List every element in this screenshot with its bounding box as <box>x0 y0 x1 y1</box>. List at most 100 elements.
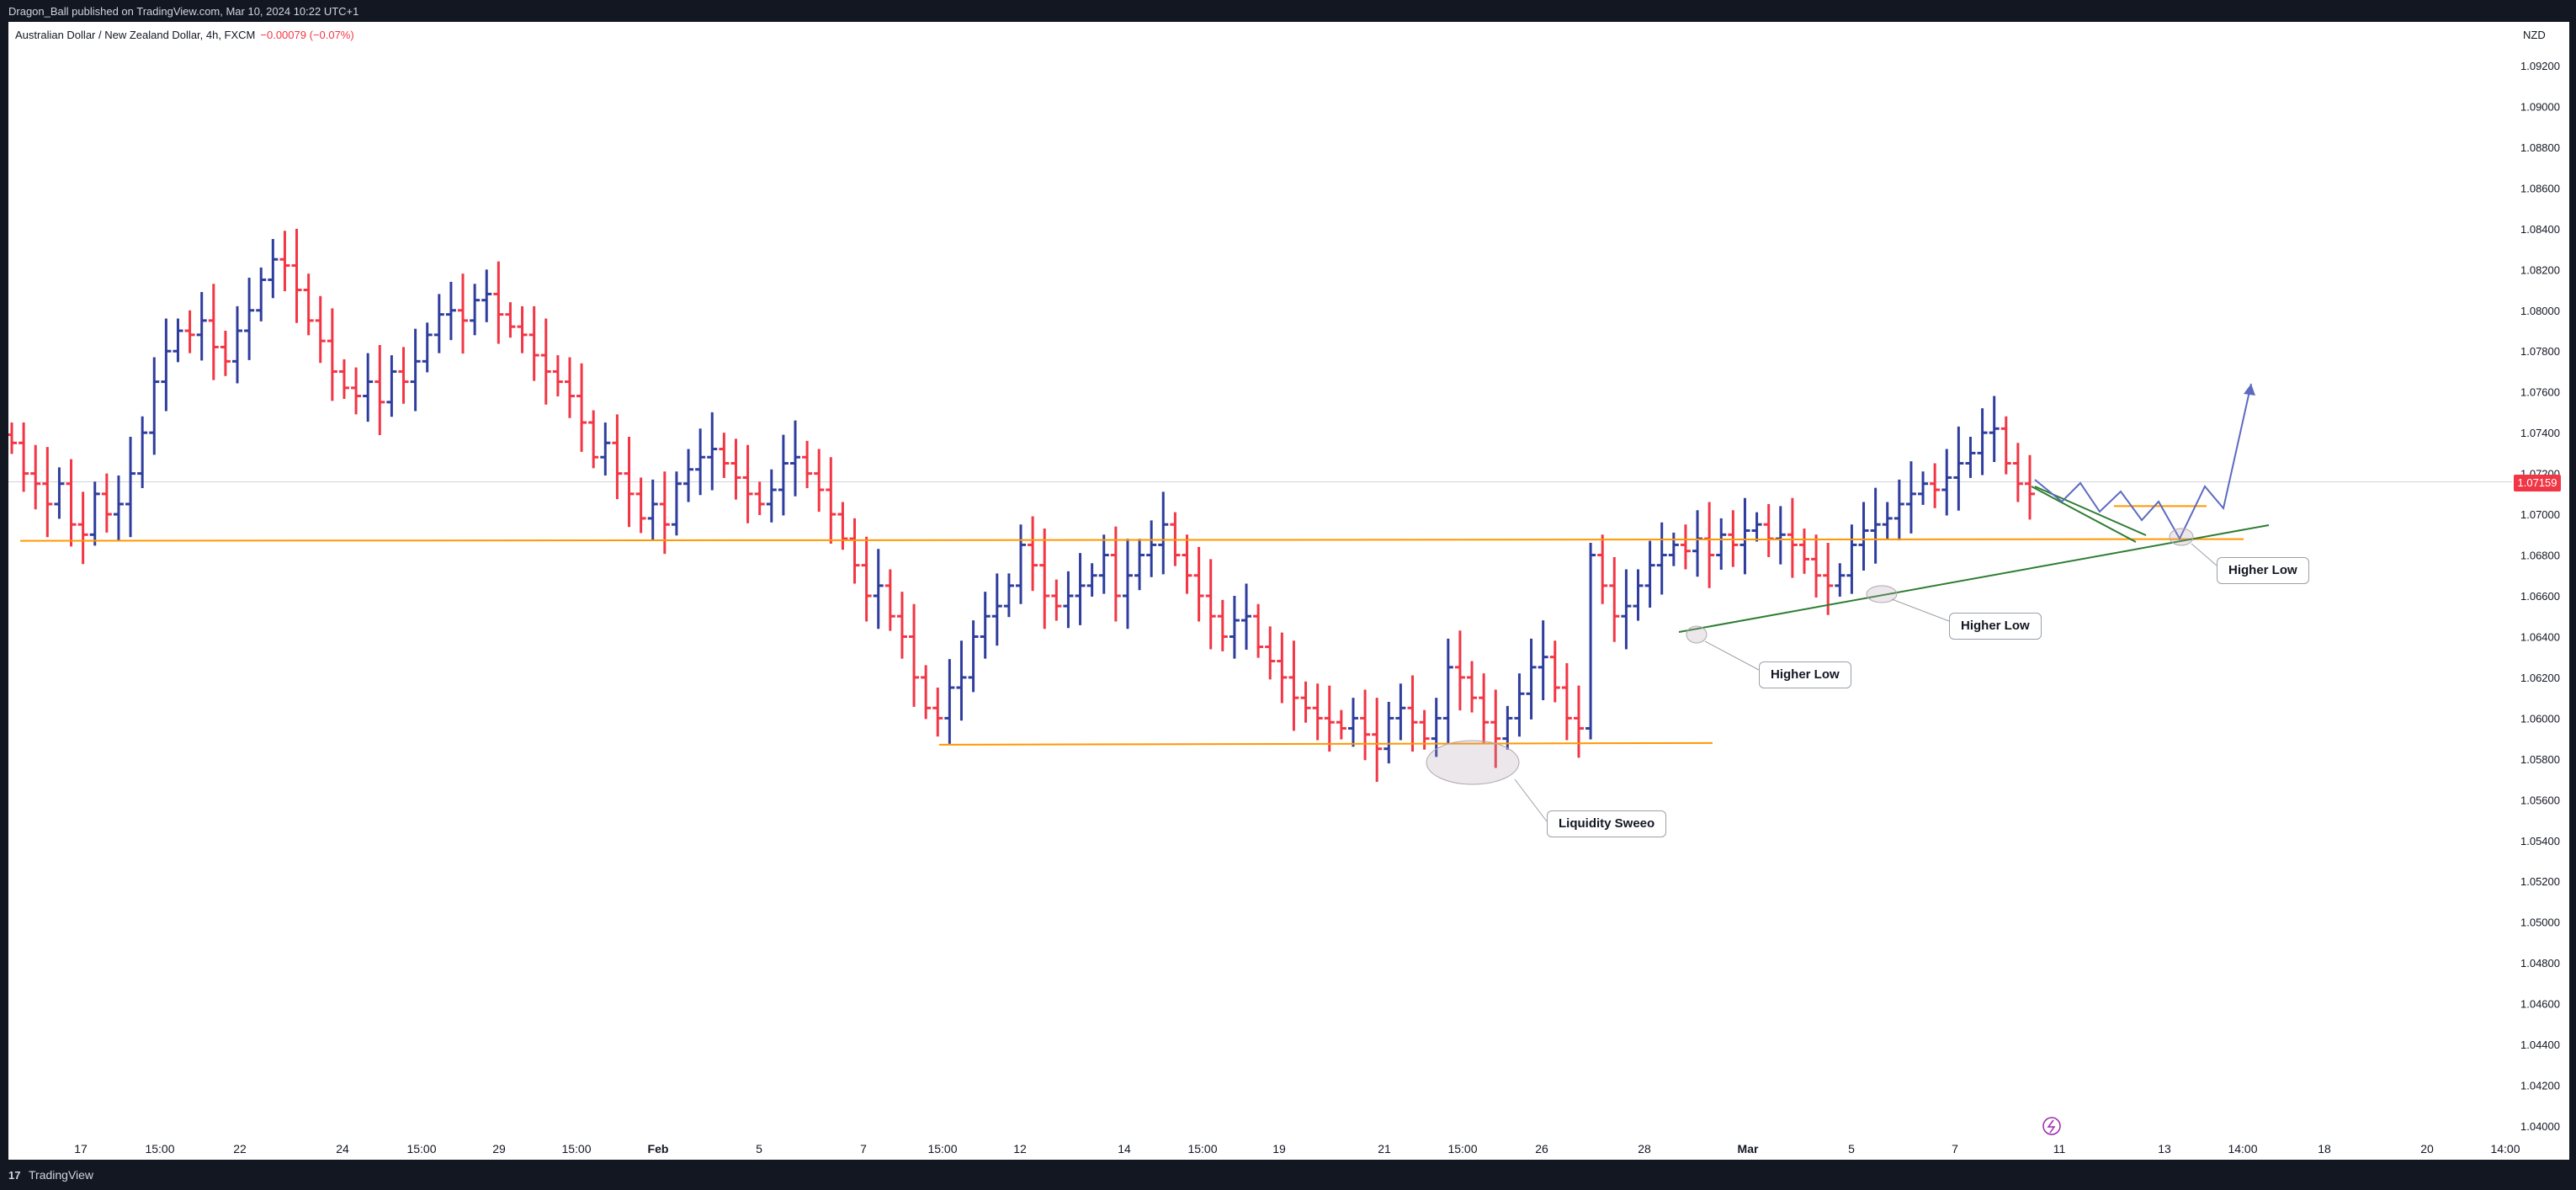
ohlc-bar <box>1205 559 1216 650</box>
time-tick-label: 15:00 <box>1447 1142 1477 1155</box>
ohlc-bar <box>588 410 599 469</box>
time-tick-label: Feb <box>648 1142 669 1155</box>
price-tick-label: 1.04200 <box>2520 1080 2560 1092</box>
ohlc-bar <box>1479 673 1490 745</box>
time-tick-label: 14:00 <box>2490 1142 2520 1155</box>
ohlc-bar <box>1538 620 1548 701</box>
ohlc-bar <box>1384 702 1394 764</box>
price-tick-label: 1.07000 <box>2520 508 2560 521</box>
symbol-name: Australian Dollar / New Zealand Dollar, … <box>15 29 256 41</box>
time-tick-label: 20 <box>2420 1142 2434 1155</box>
callout-liquidity-sweep[interactable]: Liquidity Sweeo <box>1547 810 1667 837</box>
ohlc-bar <box>1016 524 1026 604</box>
higher-low-zone-3 <box>2169 528 2194 546</box>
ohlc-bar <box>564 357 575 418</box>
ohlc-bar <box>1609 556 1620 642</box>
ohlc-bar <box>1300 681 1311 723</box>
ohlc-bar <box>291 228 302 323</box>
time-tick-label: 12 <box>1013 1142 1027 1155</box>
ohlc-bar <box>1585 543 1596 740</box>
callout-higher-low-1[interactable]: Higher Low <box>1759 661 1851 688</box>
ohlc-bar <box>826 457 837 544</box>
time-tick-label: 5 <box>1848 1142 1855 1155</box>
ohlc-bar <box>730 438 741 500</box>
price-tick-label: 1.05000 <box>2520 916 2560 929</box>
time-tick-label: 18 <box>2318 1142 2331 1155</box>
time-tick-label: 24 <box>336 1142 349 1155</box>
support-line-upper <box>19 538 2244 542</box>
ohlc-bar <box>837 502 848 550</box>
callout-higher-low-3[interactable]: Higher Low <box>2217 557 2309 584</box>
ohlc-bar <box>1644 540 1655 608</box>
ohlc-bar <box>742 444 753 523</box>
ohlc-bar <box>351 367 362 415</box>
price-tick-label: 1.08400 <box>2520 223 2560 236</box>
ohlc-bar <box>2012 443 2023 502</box>
time-tick-label: 19 <box>1272 1142 1286 1155</box>
ohlc-bar <box>1146 520 1157 577</box>
price-tick-label: 1.05200 <box>2520 875 2560 888</box>
ohlc-bar <box>505 302 516 338</box>
ohlc-bar <box>1467 661 1478 713</box>
ohlc-bar <box>884 569 895 631</box>
callout-higher-low-2[interactable]: Higher Low <box>1949 613 2042 640</box>
callout-leader <box>1514 778 1548 822</box>
time-tick-label: 15:00 <box>406 1142 436 1155</box>
last-price-badge: 1.07159 <box>2514 475 2561 491</box>
price-tick-label: 1.05400 <box>2520 835 2560 847</box>
ohlc-bar <box>754 481 765 516</box>
ohlc-bar <box>1063 571 1074 629</box>
tradingview-logo-icon: 17 <box>8 1169 21 1182</box>
ohlc-bar <box>528 305 539 381</box>
ohlc-bar <box>268 238 279 299</box>
price-tick-label: 1.05800 <box>2520 753 2560 766</box>
ohlc-bar <box>1680 524 1691 570</box>
price-tick-label: 1.07600 <box>2520 386 2560 399</box>
ohlc-bar <box>1858 502 1869 571</box>
ohlc-bar <box>66 459 77 547</box>
time-tick-label: 14:00 <box>2228 1142 2257 1155</box>
ohlc-bar <box>991 573 1002 646</box>
price-tick-label: 1.04000 <box>2520 1120 2560 1133</box>
ohlc-bar <box>113 475 124 540</box>
ohlc-bar <box>232 305 243 384</box>
ohlc-bar <box>659 471 670 555</box>
ohlc-bar <box>137 416 148 489</box>
price-tick-label: 1.08600 <box>2520 182 2560 194</box>
liquidity-sweep-zone <box>1426 740 1520 785</box>
price-tick-label: 1.09000 <box>2520 100 2560 113</box>
ohlc-bar <box>600 422 611 476</box>
ohlc-bar <box>552 355 563 397</box>
event-flash-icon <box>2042 1117 2061 1135</box>
higher-low-zone-2 <box>1866 585 1898 603</box>
ohlc-bar <box>244 278 255 360</box>
ohlc-bar <box>1347 698 1358 747</box>
time-tick-label: 15:00 <box>561 1142 591 1155</box>
ohlc-bar <box>173 318 183 363</box>
ohlc-bar <box>1514 673 1525 737</box>
ohlc-bar <box>1811 534 1822 598</box>
trend-line-rising <box>1678 524 2270 633</box>
ohlc-bar <box>1893 479 1904 541</box>
ohlc-bar <box>363 353 374 422</box>
ohlc-bar <box>1312 683 1323 741</box>
ohlc-bar <box>54 467 65 519</box>
ohlc-bar <box>861 536 872 622</box>
support-line-lower <box>938 741 1713 746</box>
callout-leader <box>1891 598 1950 622</box>
ohlc-bar <box>1692 510 1703 577</box>
ohlc-bar <box>517 305 528 353</box>
ohlc-bar <box>1953 426 1964 511</box>
ohlc-bar <box>814 449 825 513</box>
ohlc-bar <box>1561 662 1572 741</box>
ohlc-bar <box>338 359 349 399</box>
price-chart[interactable]: 1.09200 1.09000 1.08800 1.08600 1.08400 1.082… <box>8 22 2569 1160</box>
ohlc-bar <box>433 294 444 353</box>
ohlc-bar <box>1775 506 1786 565</box>
ohlc-bar <box>1431 698 1442 757</box>
brand-name: TradingView <box>29 1168 94 1182</box>
chart-area[interactable]: 1.09200 1.09000 1.08800 1.08600 1.08400 1.082… <box>8 22 2569 1160</box>
ohlc-bar <box>719 433 730 478</box>
price-change: −0.00079 (−0.07%) <box>260 29 354 41</box>
ohlc-bar <box>909 603 920 707</box>
